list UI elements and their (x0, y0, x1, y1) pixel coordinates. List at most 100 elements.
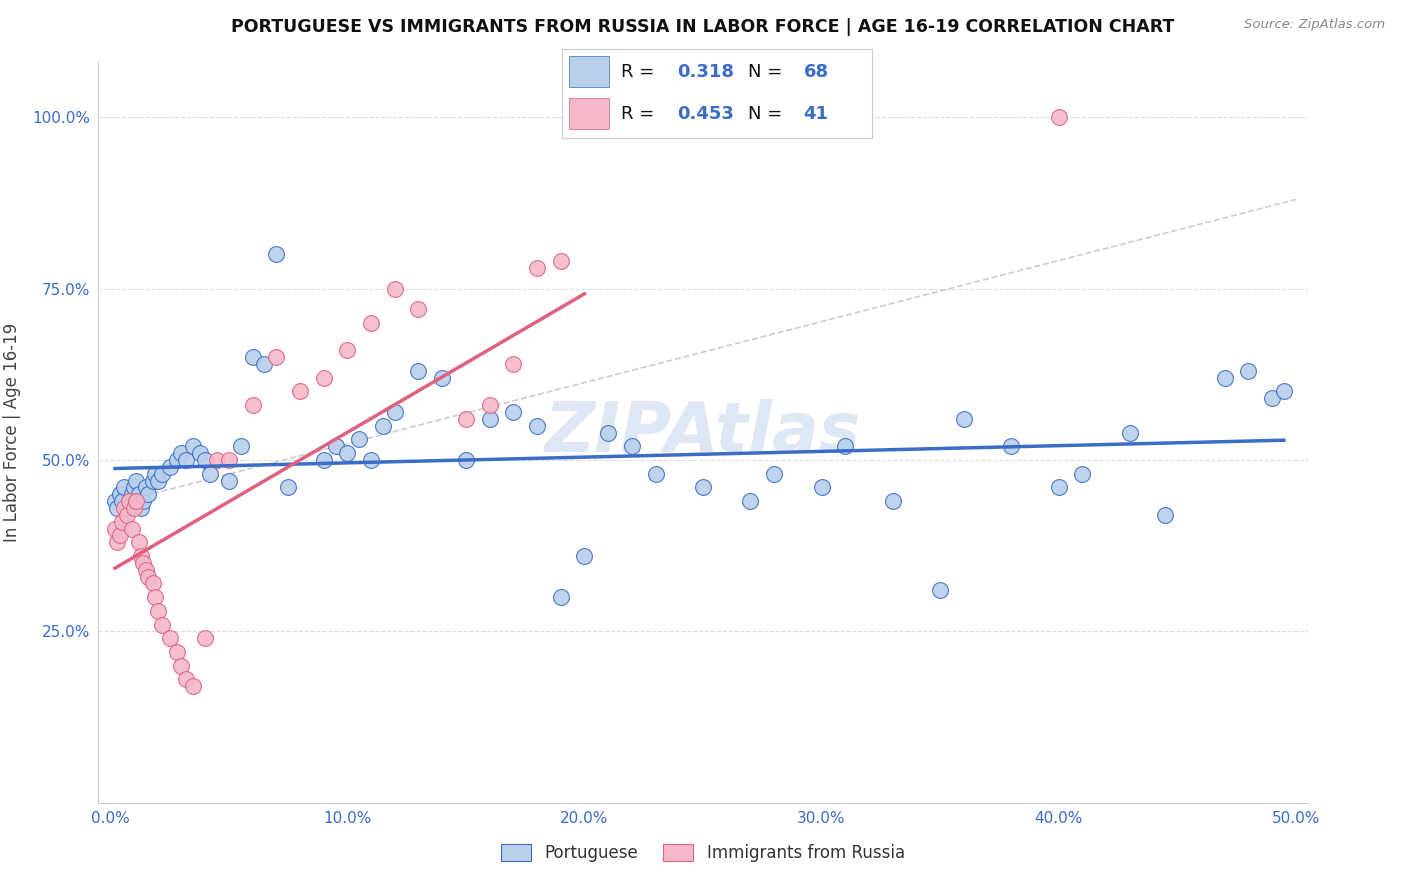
Point (312, 453, 335, 467)
Point (574, 549, 596, 563)
Point (111, 515, 134, 529)
Point (170, 446, 193, 460)
Point (135, 563, 157, 577)
Point (929, 583, 952, 598)
Point (121, 487, 143, 501)
Text: 68: 68 (804, 62, 828, 81)
Point (1047, 110, 1070, 124)
Point (166, 453, 188, 467)
Point (692, 480, 714, 494)
Point (198, 467, 221, 481)
Point (478, 412, 501, 426)
Point (152, 617, 174, 632)
Point (121, 522, 143, 536)
Point (264, 350, 287, 364)
Point (143, 467, 166, 481)
Point (242, 350, 264, 364)
Point (384, 405, 406, 419)
Point (1047, 480, 1070, 494)
Point (128, 487, 150, 501)
Point (125, 474, 148, 488)
Point (1154, 508, 1177, 522)
Point (598, 425, 620, 440)
Point (129, 501, 152, 516)
Y-axis label: In Labor Force | Age 16-19: In Labor Force | Age 16-19 (3, 323, 21, 542)
Point (104, 494, 127, 508)
Text: R =: R = (621, 104, 661, 123)
Text: Source: ZipAtlas.com: Source: ZipAtlas.com (1244, 18, 1385, 31)
Point (336, 446, 359, 460)
Point (194, 453, 217, 467)
Point (146, 604, 169, 618)
Point (159, 632, 181, 646)
Point (952, 412, 974, 426)
Point (325, 439, 347, 453)
Point (143, 590, 166, 604)
Text: R =: R = (621, 62, 661, 81)
Point (229, 439, 252, 453)
Point (288, 384, 311, 399)
Point (136, 487, 159, 501)
Point (620, 439, 643, 453)
Point (312, 371, 335, 385)
Point (174, 673, 197, 687)
Bar (568, 56, 609, 87)
Point (128, 535, 150, 549)
Point (1261, 392, 1284, 406)
Point (152, 467, 174, 481)
Point (181, 439, 204, 453)
Point (122, 480, 145, 494)
Point (810, 480, 832, 494)
Point (135, 480, 157, 494)
Point (190, 446, 212, 460)
Point (108, 487, 131, 501)
Point (118, 494, 141, 508)
Point (550, 590, 572, 604)
Point (142, 576, 165, 591)
Point (136, 569, 159, 583)
Point (105, 535, 128, 549)
Point (111, 494, 134, 508)
Text: ZIPAtlas: ZIPAtlas (546, 399, 860, 467)
Point (502, 405, 524, 419)
Point (1000, 439, 1022, 453)
Point (408, 364, 430, 378)
Point (174, 453, 197, 467)
Point (526, 261, 548, 276)
Point (360, 453, 382, 467)
Point (644, 467, 666, 481)
Point (115, 501, 138, 516)
Point (550, 254, 572, 268)
Point (142, 474, 165, 488)
Text: N =: N = (748, 62, 787, 81)
Point (146, 474, 169, 488)
Point (166, 645, 188, 659)
Point (882, 494, 904, 508)
Point (277, 480, 299, 494)
Point (1272, 384, 1295, 399)
Point (242, 398, 264, 412)
Point (1213, 371, 1236, 385)
Point (105, 501, 128, 516)
Text: PORTUGUESE VS IMMIGRANTS FROM RUSSIA IN LABOR FORCE | AGE 16-19 CORRELATION CHAR: PORTUGUESE VS IMMIGRANTS FROM RUSSIA IN … (232, 18, 1174, 36)
Point (132, 494, 155, 508)
Point (114, 480, 136, 494)
Point (129, 549, 152, 563)
Point (834, 439, 856, 453)
Text: 0.318: 0.318 (676, 62, 734, 81)
Point (218, 474, 240, 488)
Point (122, 501, 145, 516)
Point (1119, 425, 1142, 440)
Point (104, 522, 127, 536)
Point (336, 343, 359, 358)
Text: N =: N = (748, 104, 787, 123)
Point (170, 658, 193, 673)
Point (118, 494, 141, 508)
Point (114, 501, 136, 516)
Point (360, 316, 382, 330)
Point (108, 528, 131, 542)
Point (502, 357, 524, 371)
Point (1071, 467, 1094, 481)
Point (371, 418, 394, 433)
Point (454, 412, 477, 426)
